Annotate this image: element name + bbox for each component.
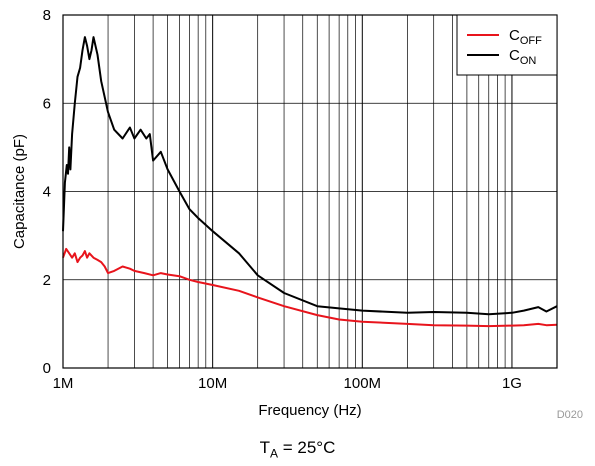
y-tick-label: 0 bbox=[43, 360, 51, 377]
legend-label-coff-sub: OFF bbox=[520, 35, 542, 47]
legend-label-coff-main: C bbox=[509, 27, 520, 44]
y-tick-label: 4 bbox=[43, 184, 51, 201]
caption-rest: = 25°C bbox=[278, 438, 336, 457]
caption-subscript: A bbox=[270, 446, 279, 461]
grid-layer bbox=[63, 15, 557, 368]
legend-label-coff: COFF bbox=[509, 27, 542, 47]
x-tick-label: 10M bbox=[198, 375, 227, 392]
tick-label-layer: 1M 10M 100M 1G 0 2 4 6 8 bbox=[43, 7, 522, 392]
legend: COFF CON bbox=[456, 14, 558, 76]
plot-frame bbox=[62, 14, 558, 369]
y-tick-label: 6 bbox=[43, 95, 51, 112]
legend-label-con: CON bbox=[509, 47, 536, 67]
temperature-caption: TA = 25°C bbox=[0, 438, 595, 460]
series-line-off bbox=[62, 247, 558, 328]
x-tick-label: 1M bbox=[53, 375, 74, 392]
watermark-text: D020 bbox=[557, 409, 583, 421]
y-tick-label: 8 bbox=[43, 7, 51, 24]
x-axis-label: Frequency (Hz) bbox=[258, 402, 361, 419]
x-tick-label: 100M bbox=[344, 375, 382, 392]
legend-box bbox=[456, 14, 558, 76]
legend-label-con-main: C bbox=[509, 47, 520, 64]
y-tick-label: 2 bbox=[43, 272, 51, 289]
series-line-on bbox=[62, 36, 558, 316]
x-tick-label: 1G bbox=[502, 375, 522, 392]
y-axis-label: Capacitance (pF) bbox=[11, 134, 28, 249]
legend-label-con-sub: ON bbox=[520, 55, 537, 67]
series-layer bbox=[62, 36, 558, 328]
caption-main: T bbox=[259, 438, 270, 457]
